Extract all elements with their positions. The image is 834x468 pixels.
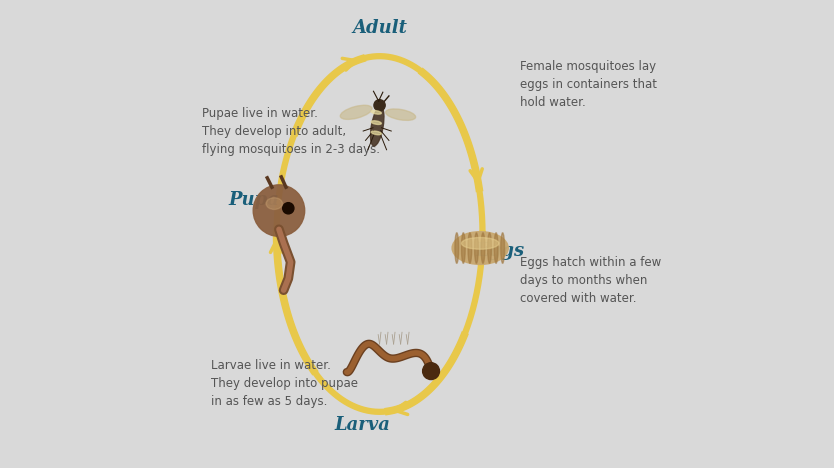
Ellipse shape (266, 197, 283, 210)
Text: Larva: Larva (334, 416, 390, 433)
Ellipse shape (455, 233, 459, 263)
Ellipse shape (340, 105, 372, 119)
Ellipse shape (481, 233, 485, 263)
Text: Larvae live in water.
They develop into pupae
in as few as 5 days.: Larvae live in water. They develop into … (211, 359, 358, 408)
Circle shape (374, 100, 385, 111)
Text: Adult: Adult (352, 19, 407, 37)
Text: Pupae live in water.
They develop into adult,
flying mosquitoes in 2-3 days.: Pupae live in water. They develop into a… (202, 107, 379, 155)
Ellipse shape (500, 233, 505, 263)
Circle shape (283, 203, 294, 214)
Ellipse shape (461, 237, 499, 249)
Ellipse shape (468, 233, 472, 263)
Circle shape (254, 185, 304, 236)
Circle shape (423, 363, 440, 380)
Ellipse shape (452, 232, 508, 264)
Text: Eggs: Eggs (475, 242, 525, 260)
Text: Eggs hatch within a few
days to months when
covered with water.: Eggs hatch within a few days to months w… (520, 256, 661, 305)
Text: Female mosquitoes lay
eggs in containers that
hold water.: Female mosquitoes lay eggs in containers… (520, 60, 657, 109)
Ellipse shape (371, 110, 381, 114)
Ellipse shape (385, 109, 415, 120)
Ellipse shape (495, 233, 498, 263)
Ellipse shape (488, 233, 491, 263)
Ellipse shape (371, 121, 381, 124)
Ellipse shape (371, 131, 381, 135)
Ellipse shape (461, 233, 465, 263)
Ellipse shape (370, 107, 384, 146)
Ellipse shape (475, 233, 479, 263)
Text: Pupa: Pupa (229, 191, 279, 209)
